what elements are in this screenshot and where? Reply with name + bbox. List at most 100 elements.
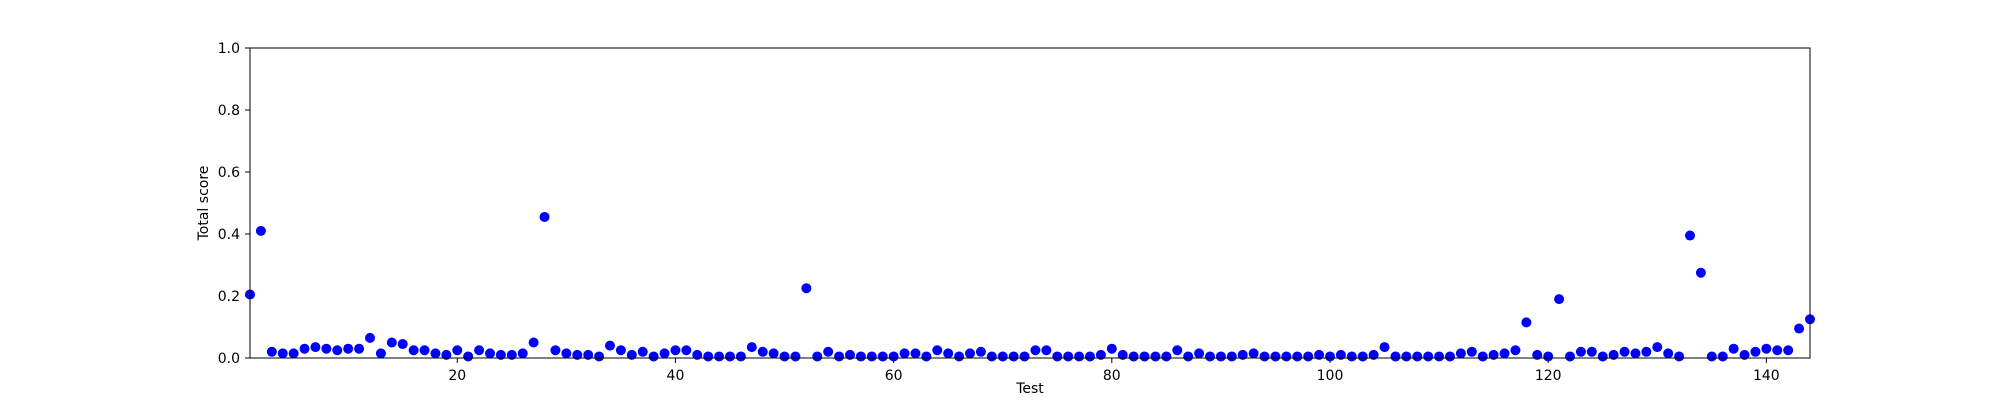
data-point bbox=[1008, 351, 1019, 362]
data-point bbox=[725, 351, 735, 362]
data-point bbox=[1237, 349, 1248, 360]
data-point bbox=[1248, 348, 1259, 359]
data-point bbox=[1783, 345, 1794, 356]
data-point bbox=[1194, 348, 1205, 359]
data-point bbox=[1357, 351, 1368, 362]
data-point bbox=[746, 342, 757, 353]
data-point bbox=[954, 351, 965, 362]
data-points bbox=[245, 211, 1815, 362]
x-tick-label: 20 bbox=[448, 368, 466, 384]
data-point bbox=[899, 348, 910, 359]
data-point bbox=[506, 349, 517, 360]
data-point bbox=[354, 343, 365, 354]
data-point bbox=[986, 351, 997, 362]
data-point bbox=[1390, 351, 1401, 362]
data-point bbox=[1477, 351, 1488, 362]
x-tick-label: 60 bbox=[885, 368, 903, 384]
data-point bbox=[1652, 342, 1663, 353]
data-point bbox=[1085, 351, 1095, 362]
data-point bbox=[397, 339, 408, 350]
data-point bbox=[1750, 346, 1761, 357]
y-axis-label: Total score bbox=[196, 166, 212, 242]
data-point bbox=[277, 348, 288, 359]
data-point bbox=[1674, 351, 1685, 362]
y-tick-label: 0.8 bbox=[218, 103, 240, 119]
data-point bbox=[1281, 351, 1292, 362]
data-point bbox=[528, 337, 539, 348]
data-point bbox=[1619, 346, 1630, 357]
x-axis-label: Test bbox=[1015, 381, 1044, 397]
data-point bbox=[1728, 343, 1739, 354]
data-point bbox=[485, 348, 495, 359]
data-point bbox=[1335, 349, 1346, 360]
data-point bbox=[1423, 351, 1434, 362]
data-point bbox=[1270, 351, 1281, 362]
data-point bbox=[735, 351, 746, 362]
data-point bbox=[1630, 348, 1641, 359]
x-tick-label: 100 bbox=[1317, 368, 1344, 384]
data-point bbox=[1445, 351, 1455, 362]
data-point bbox=[768, 348, 779, 359]
data-point bbox=[1608, 349, 1619, 360]
data-point bbox=[1401, 351, 1412, 362]
data-point bbox=[332, 345, 343, 356]
data-point bbox=[1597, 351, 1608, 362]
data-point bbox=[1128, 351, 1139, 362]
data-point bbox=[495, 349, 506, 360]
data-point bbox=[561, 348, 572, 359]
data-point bbox=[1575, 346, 1586, 357]
data-point bbox=[430, 348, 441, 359]
data-point bbox=[877, 351, 888, 362]
data-point bbox=[1095, 349, 1106, 360]
data-point bbox=[888, 351, 899, 362]
data-point bbox=[408, 345, 419, 356]
data-point bbox=[997, 351, 1008, 362]
data-point bbox=[1543, 351, 1554, 362]
data-point bbox=[1368, 349, 1379, 360]
data-point bbox=[463, 351, 474, 362]
data-point bbox=[1685, 230, 1695, 241]
data-point bbox=[1739, 349, 1750, 360]
data-point bbox=[670, 345, 681, 356]
data-point bbox=[310, 342, 321, 353]
data-point bbox=[659, 348, 670, 359]
data-point bbox=[1325, 351, 1335, 362]
data-point bbox=[1499, 348, 1510, 359]
data-point bbox=[550, 345, 561, 356]
data-point bbox=[1205, 351, 1215, 362]
data-point bbox=[386, 337, 397, 348]
data-point bbox=[703, 351, 714, 362]
data-point bbox=[1161, 351, 1172, 362]
data-point bbox=[932, 345, 943, 356]
y-tick-label: 0.2 bbox=[218, 289, 240, 305]
data-point bbox=[1663, 348, 1674, 359]
data-point bbox=[790, 351, 801, 362]
data-point bbox=[1379, 342, 1390, 353]
data-point bbox=[288, 348, 299, 359]
data-point bbox=[1761, 343, 1772, 354]
data-point bbox=[1074, 351, 1085, 362]
data-point bbox=[1172, 345, 1183, 356]
data-point bbox=[1052, 351, 1063, 362]
data-point bbox=[583, 349, 594, 360]
data-point bbox=[626, 349, 637, 360]
x-tick-label: 120 bbox=[1535, 368, 1562, 384]
data-point bbox=[1041, 345, 1052, 356]
x-tick-label: 40 bbox=[667, 368, 685, 384]
data-point bbox=[1292, 351, 1303, 362]
data-point bbox=[1455, 348, 1466, 359]
data-point bbox=[572, 349, 583, 360]
x-axis-ticks: 20 40 60 80 100 120 140 bbox=[448, 358, 1780, 384]
data-point bbox=[1030, 345, 1041, 356]
data-point bbox=[452, 345, 463, 356]
data-point bbox=[975, 346, 986, 357]
data-point bbox=[1565, 351, 1575, 362]
data-point bbox=[419, 345, 430, 356]
data-point bbox=[1772, 345, 1783, 356]
data-point bbox=[1510, 345, 1521, 356]
data-point bbox=[1259, 351, 1270, 362]
data-point bbox=[692, 349, 703, 360]
data-point bbox=[779, 351, 790, 362]
data-point bbox=[1412, 351, 1423, 362]
